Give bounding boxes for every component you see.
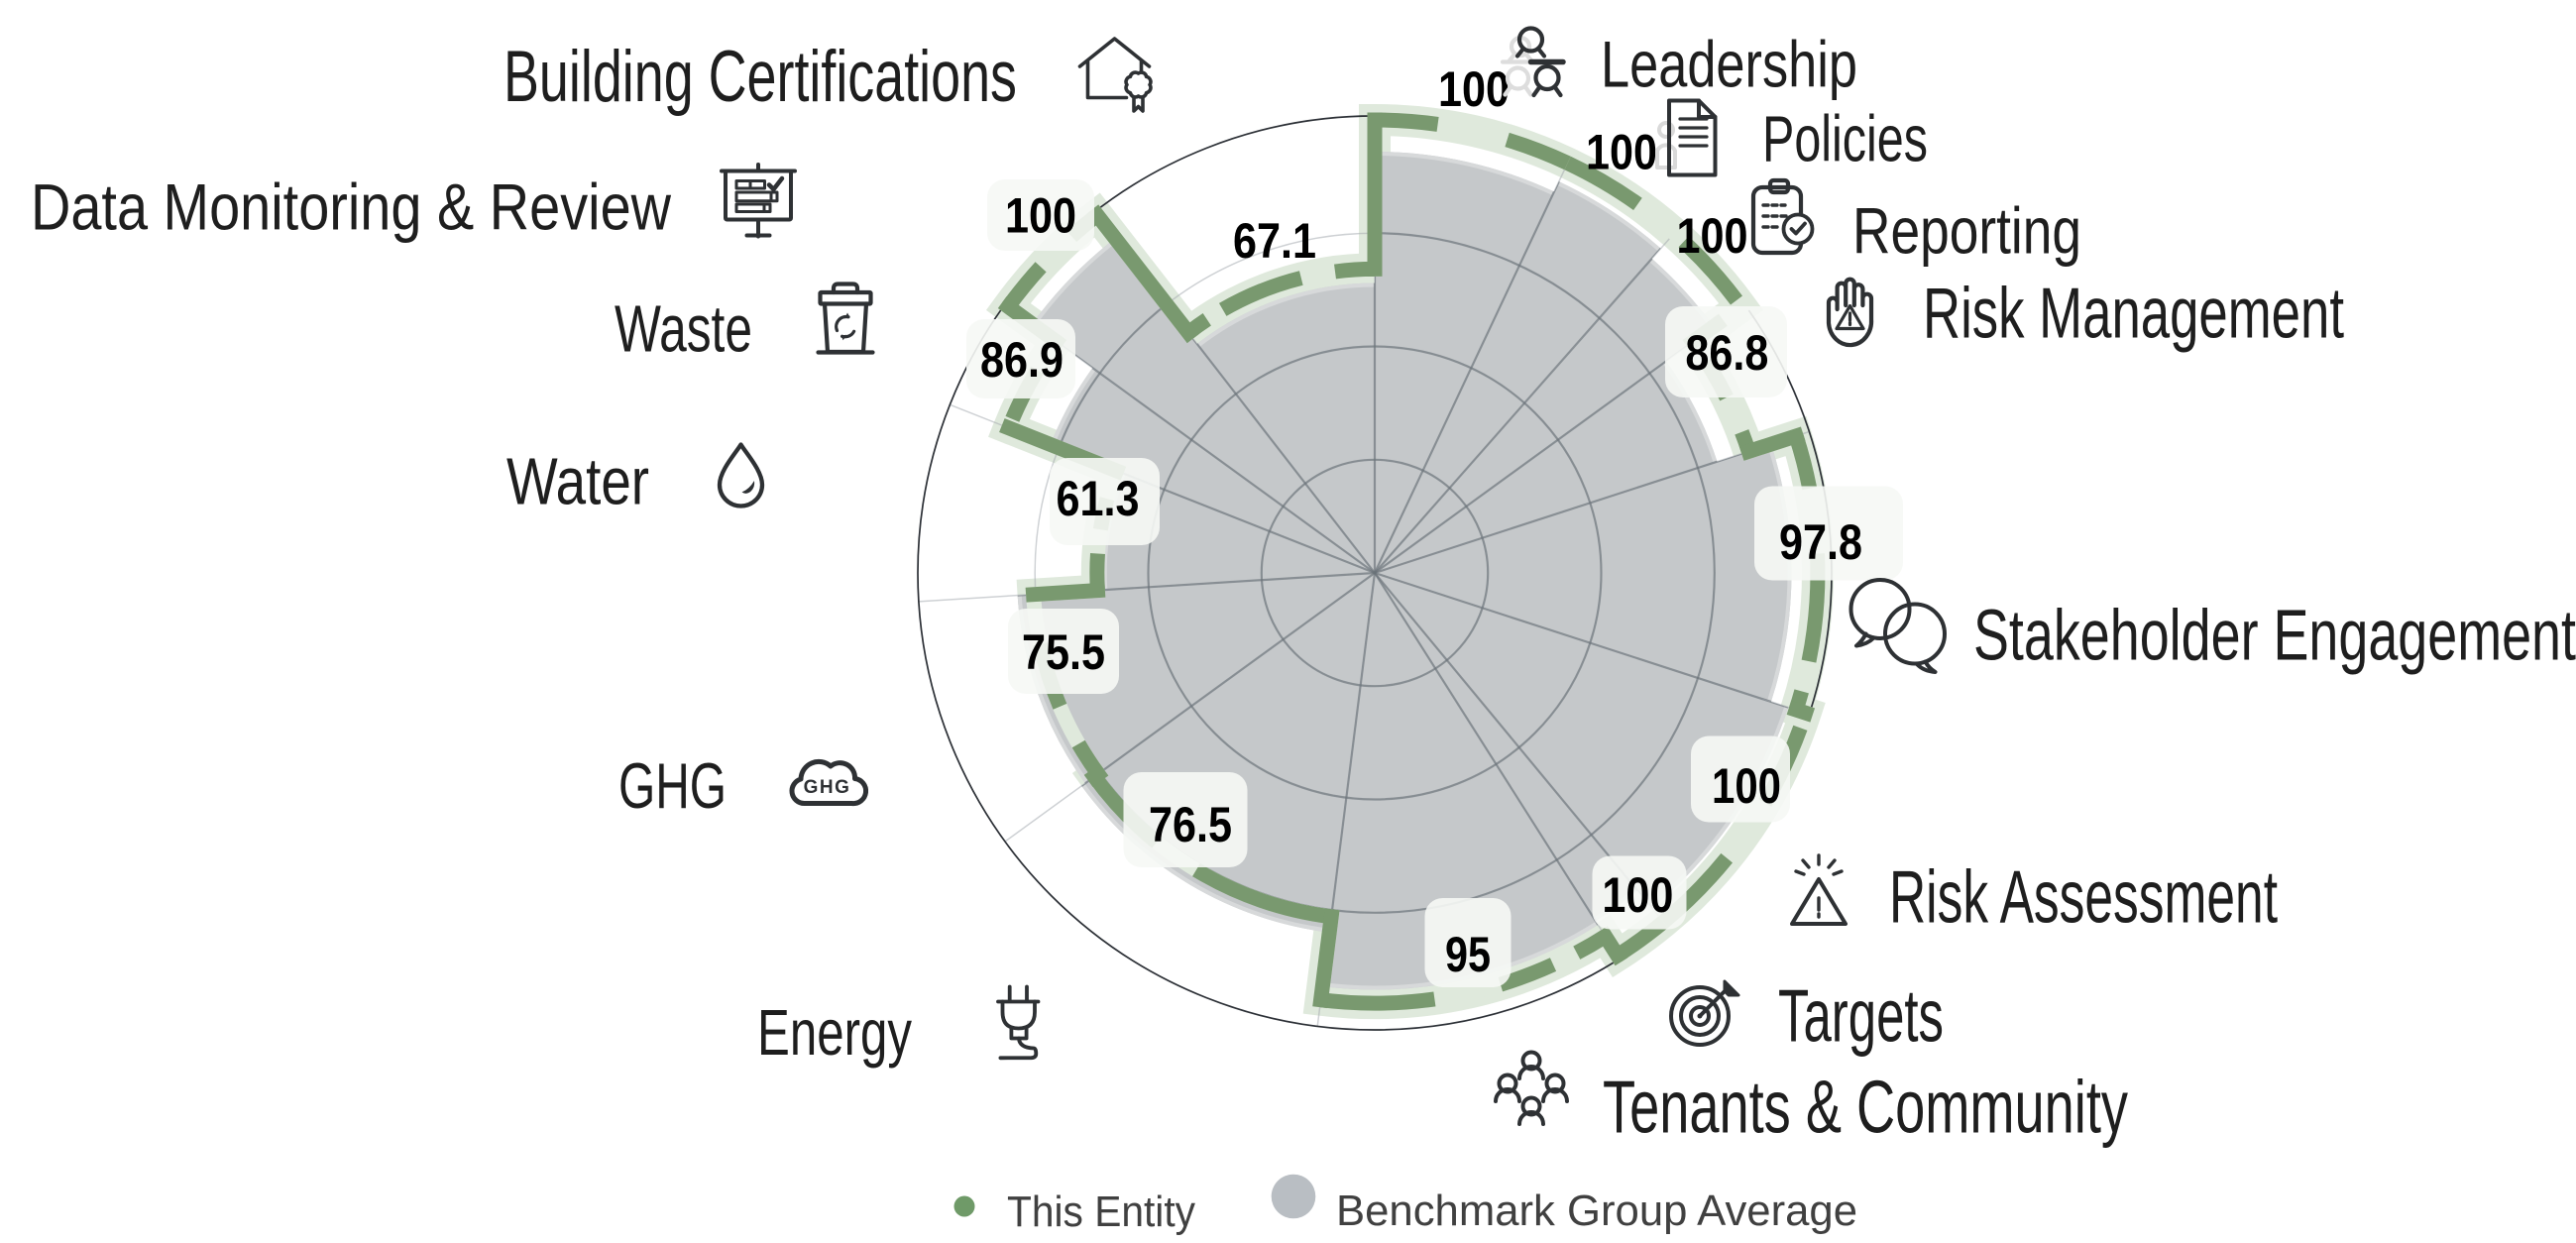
svg-text:Data Monitoring & Review: Data Monitoring & Review	[31, 170, 671, 243]
svg-text:76.5: 76.5	[1149, 797, 1232, 852]
svg-text:Tenants & Community: Tenants & Community	[1603, 1065, 2128, 1148]
svg-text:61.3: 61.3	[1057, 471, 1140, 526]
svg-text:Policies: Policies	[1762, 101, 1928, 174]
svg-text:Water: Water	[506, 445, 649, 519]
svg-text:86.8: 86.8	[1685, 325, 1768, 381]
svg-text:97.8: 97.8	[1779, 514, 1862, 570]
svg-text:Risk Management: Risk Management	[1923, 274, 2344, 353]
svg-text:Targets: Targets	[1778, 973, 1944, 1057]
svg-text:Building Certifications: Building Certifications	[504, 37, 1017, 117]
svg-text:Leadership: Leadership	[1601, 27, 1857, 100]
svg-text:Benchmark Group Average: Benchmark Group Average	[1336, 1186, 1857, 1235]
svg-text:GHG: GHG	[618, 749, 727, 822]
svg-text:Reporting: Reporting	[1852, 193, 2081, 267]
svg-text:75.5: 75.5	[1022, 624, 1105, 680]
svg-text:86.9: 86.9	[980, 332, 1064, 388]
svg-text:100: 100	[1712, 758, 1781, 814]
svg-text:67.1: 67.1	[1233, 213, 1316, 269]
svg-text:100: 100	[1438, 61, 1510, 117]
svg-text:100: 100	[1586, 125, 1657, 180]
svg-text:Stakeholder Engagement: Stakeholder Engagement	[1973, 596, 2576, 675]
svg-text:100: 100	[1602, 867, 1673, 923]
svg-text:100: 100	[1005, 188, 1076, 244]
svg-text:This Entity: This Entity	[1007, 1187, 1195, 1236]
svg-text:Energy: Energy	[757, 996, 912, 1069]
svg-text:100: 100	[1677, 208, 1748, 264]
svg-text:95: 95	[1445, 927, 1491, 982]
svg-text:GHG: GHG	[804, 777, 851, 798]
svg-text:Risk Assessment: Risk Assessment	[1889, 854, 2278, 938]
svg-text:Waste: Waste	[615, 292, 752, 367]
